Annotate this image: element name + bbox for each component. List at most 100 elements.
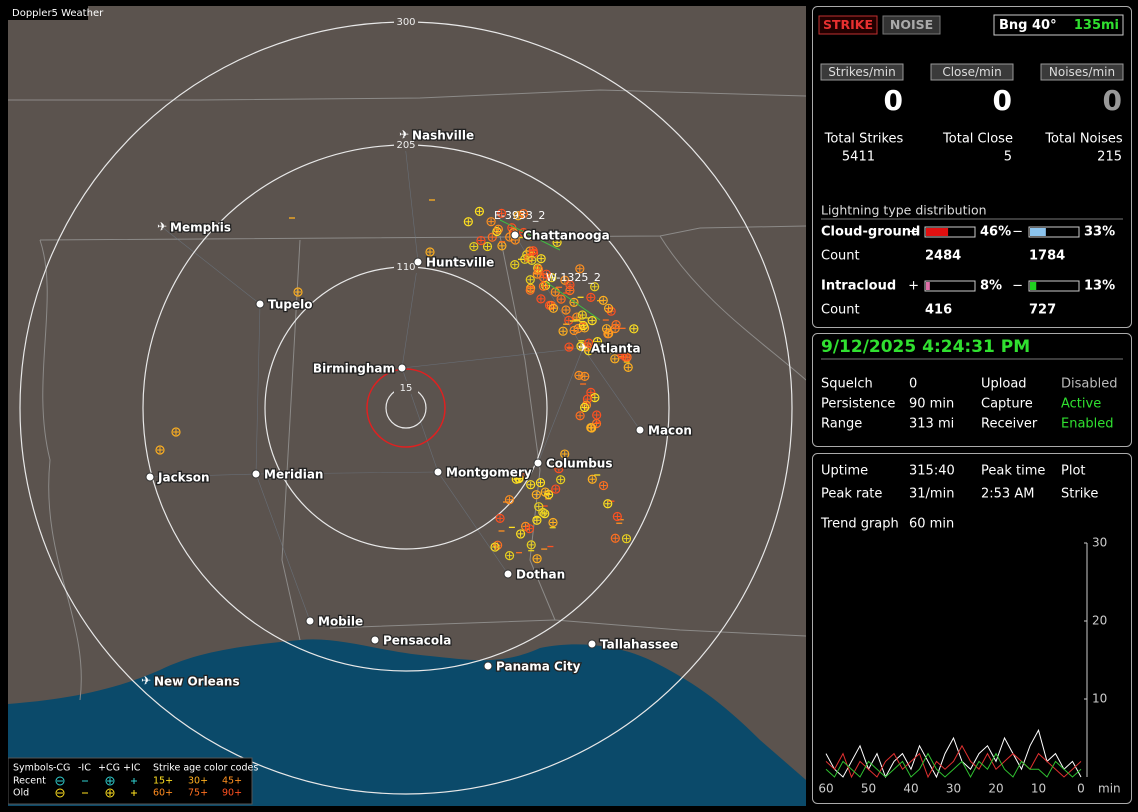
info-label: Capture (981, 397, 1033, 412)
strike (527, 481, 534, 488)
strike (511, 261, 518, 268)
x-tick-label: 10 (1031, 782, 1046, 796)
info: Squelch 0 Upload Disabled Persistence 90 min C… (821, 377, 1117, 432)
strike (540, 283, 547, 290)
total-label: Total Close (942, 132, 1013, 147)
trend-field: Plot (1061, 464, 1086, 479)
strike (587, 316, 597, 326)
strike (619, 351, 626, 358)
legend-icon (105, 776, 115, 786)
strike (516, 529, 526, 539)
info-value: Active (1061, 397, 1101, 412)
strike (585, 340, 592, 347)
strike (581, 400, 592, 410)
strike (550, 519, 557, 526)
strike (495, 513, 505, 523)
sign: − (1012, 279, 1023, 294)
city-dot (305, 616, 315, 626)
strike (470, 243, 477, 250)
strike (577, 412, 584, 419)
strike (477, 237, 484, 244)
strike (536, 254, 546, 264)
strike (533, 264, 544, 274)
total-value: 215 (1097, 150, 1122, 165)
strike (504, 495, 515, 505)
rate-button[interactable] (930, 63, 1014, 81)
x-tick-label: 30 (946, 782, 961, 796)
strike (587, 389, 594, 396)
strike (573, 323, 583, 334)
legend-icon (55, 776, 65, 786)
strike (527, 276, 534, 283)
strike (592, 336, 603, 347)
info-value: Enabled (1061, 417, 1114, 432)
section-title: Lightning type distribution (821, 203, 987, 218)
bar (926, 228, 949, 236)
x-tick-label: 20 (988, 782, 1003, 796)
strike-button[interactable] (818, 15, 878, 35)
strike (589, 317, 596, 324)
strike (601, 324, 612, 334)
strike (530, 250, 537, 257)
strike (590, 282, 600, 292)
bearing: Bng 40° (999, 18, 1057, 33)
strike (621, 534, 632, 544)
strike (587, 424, 594, 431)
strike (514, 474, 524, 484)
dist-label: Cloud-ground (821, 225, 920, 240)
strike (515, 475, 522, 482)
button-label: NOISE (890, 17, 933, 32)
city-label: Panama City (496, 660, 581, 674)
city-label: Tallahassee (600, 638, 678, 652)
legend-text: Symbols (13, 763, 53, 774)
strike (527, 255, 537, 265)
ring-label-bg (394, 260, 418, 273)
trend-field: Uptime (821, 464, 868, 479)
ring-label: 110 (396, 262, 415, 273)
legend-text: 60+ (153, 788, 173, 799)
strike (484, 243, 491, 250)
legend-text: 30+ (188, 776, 208, 787)
city-label: New Orleans (154, 675, 240, 689)
info-value: 90 min (909, 397, 954, 412)
ring-label-bg (394, 138, 418, 151)
strike (579, 311, 586, 318)
noise-button[interactable] (882, 15, 941, 35)
strike (526, 480, 536, 490)
city-dot (370, 635, 380, 645)
info-value: 313 mi (909, 417, 954, 432)
city-label: Pensacola (383, 634, 451, 648)
info-value: 0 (909, 377, 917, 392)
strike (487, 232, 497, 242)
strike (560, 328, 567, 335)
strike (427, 249, 433, 255)
legend: Symbols -CG -IC +CG +IC Strike age color… (13, 763, 258, 799)
total-label: Total Strikes (824, 132, 904, 147)
city-label: Jackson (157, 471, 210, 485)
rate-button[interactable] (820, 63, 904, 81)
strike (537, 479, 544, 486)
strike (577, 310, 587, 320)
legend-icon (131, 778, 137, 784)
bearing-box (993, 14, 1124, 36)
bar-track (924, 280, 976, 292)
rate-button[interactable] (1040, 63, 1124, 81)
bar-track (1028, 280, 1080, 292)
strike (562, 306, 569, 313)
trend-span: 60 min (909, 517, 954, 532)
info-label: Squelch (821, 377, 873, 392)
strike (498, 242, 505, 249)
strike (535, 266, 542, 273)
strike (538, 255, 545, 262)
distribution: Cloud-ground Count + 46% 2484 − 33% 1784 Intracl… (821, 225, 1115, 318)
rate-value: 0 (884, 84, 903, 117)
strike (493, 540, 503, 550)
state-borders (8, 89, 806, 701)
strike (492, 226, 502, 237)
strike (603, 499, 613, 509)
strike (576, 341, 586, 351)
strike (557, 476, 564, 483)
count-label: Count (821, 249, 860, 264)
legend-icons (55, 776, 137, 798)
